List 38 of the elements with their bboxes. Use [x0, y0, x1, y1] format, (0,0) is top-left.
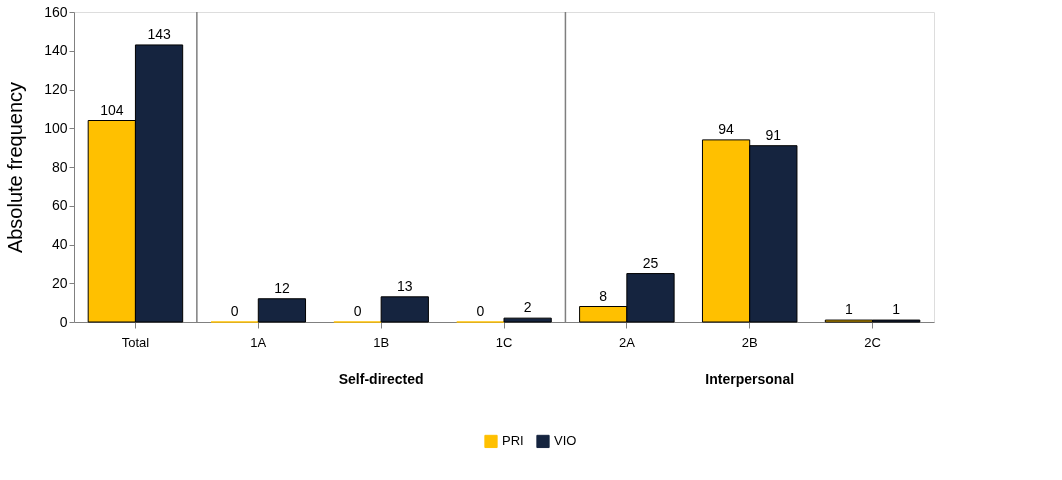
y-tick-label: 120 — [44, 81, 68, 97]
y-tick-label: 40 — [51, 236, 68, 252]
data-label: 143 — [147, 25, 171, 42]
data-label: 25 — [642, 254, 659, 271]
data-label: 13 — [396, 277, 413, 294]
data-label: 104 — [100, 101, 124, 118]
x-tick-label: 1C — [495, 334, 513, 350]
y-tick-label: 140 — [44, 42, 68, 59]
x-tick-label: 1B — [373, 334, 390, 350]
y-tick-label: 0 — [59, 313, 68, 330]
bar — [257, 298, 307, 323]
data-label: 1 — [845, 301, 854, 318]
y-axis-title: Absolute frequency — [4, 81, 27, 254]
x-tick-label: 2A — [618, 334, 636, 350]
x-tick-label: 2B — [741, 334, 758, 350]
data-label: 0 — [476, 303, 485, 319]
data-label: 2 — [523, 299, 532, 316]
y-tick-label: 160 — [44, 3, 68, 20]
text: Interpersonal — [705, 371, 795, 387]
x-tick-label: 1A — [250, 334, 267, 350]
y-tick-label: 80 — [51, 158, 68, 175]
data-label: 1 — [892, 301, 901, 318]
legend-label: VIO — [554, 433, 577, 449]
legend-label: PRI — [502, 433, 524, 449]
data-label: 94 — [718, 120, 735, 137]
data-label: 12 — [274, 279, 290, 296]
y-tick-label: 20 — [51, 274, 68, 291]
text: Self-directed — [338, 371, 424, 387]
bar — [503, 317, 552, 323]
data-label: 0 — [230, 303, 239, 319]
x-tick-label: 2C — [864, 334, 881, 350]
bar — [380, 296, 429, 323]
y-tick-label: 100 — [44, 119, 68, 136]
x-tick-label: Total — [121, 334, 150, 350]
data-label: 8 — [599, 287, 608, 304]
data-label: 0 — [353, 303, 362, 319]
y-tick-label: 60 — [51, 197, 68, 214]
data-label: 91 — [765, 126, 782, 143]
